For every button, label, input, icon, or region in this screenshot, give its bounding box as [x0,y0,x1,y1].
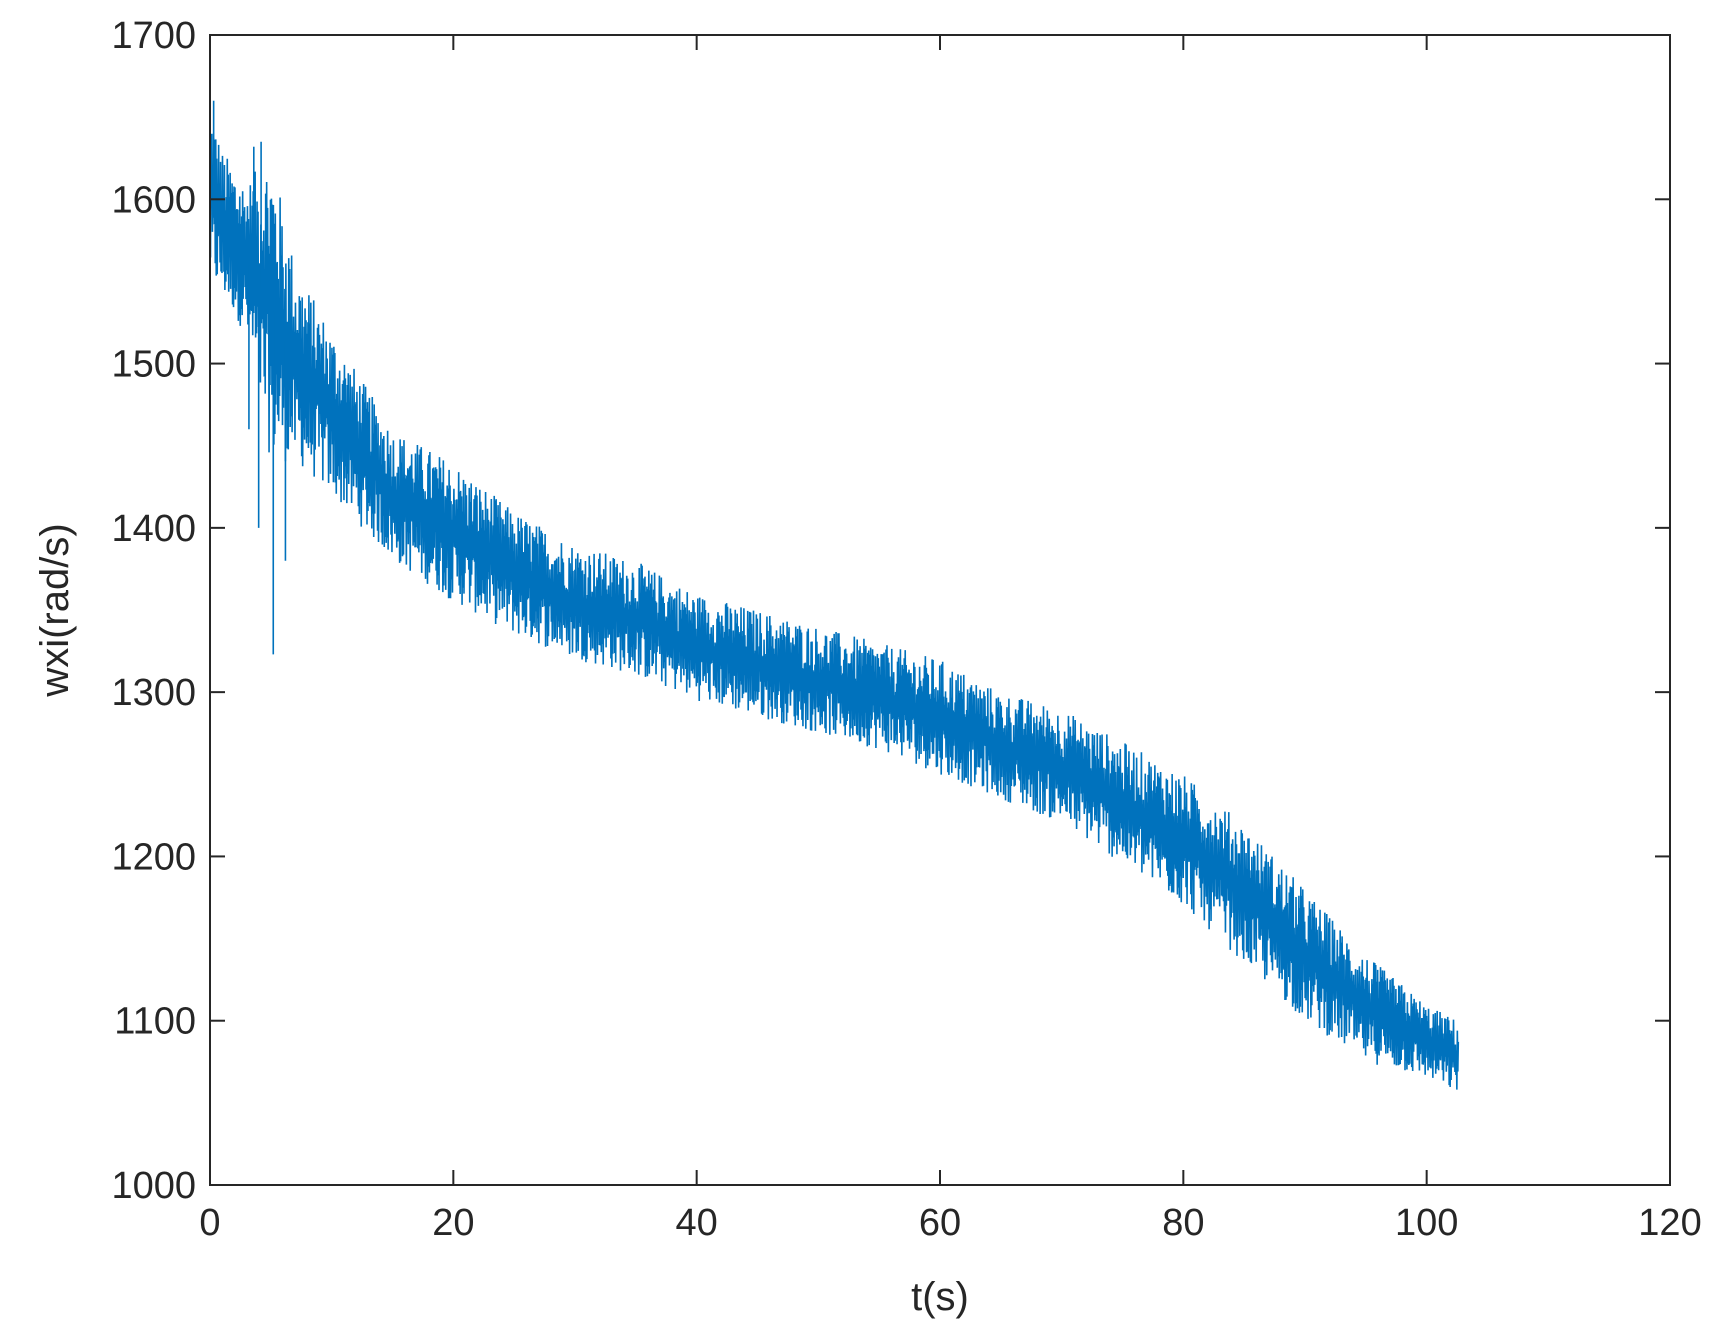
y-tick-label: 1400 [111,508,196,550]
ticks-layer: 0 20 40 60 80 100 120 1000 1100 1200 1300 1400 1500 1… [111,15,1701,1244]
x-tick-label: 60 [919,1202,961,1244]
series-line [209,128,1460,1090]
y-tick-label: 1000 [111,1165,196,1207]
y-tick-label: 1100 [114,1001,196,1043]
y-tick-label: 1700 [111,15,196,57]
plot-background [210,35,1670,1185]
y-tick-label: 1600 [111,179,196,221]
x-tick-label: 120 [1638,1202,1701,1244]
x-tick-label: 20 [432,1202,474,1244]
y-tick-label: 1200 [111,836,196,878]
x-tick-label: 0 [199,1202,220,1244]
x-axis-label: t(s) [911,1275,969,1319]
series-layer [209,100,1460,1090]
x-tick-label: 80 [1162,1202,1204,1244]
y-tick-label: 1500 [111,344,196,386]
y-tick-label: 1300 [111,672,196,714]
x-tick-label: 40 [676,1202,718,1244]
x-tick-label: 100 [1395,1202,1458,1244]
y-axis-label: wxi(rad/s) [33,523,77,697]
